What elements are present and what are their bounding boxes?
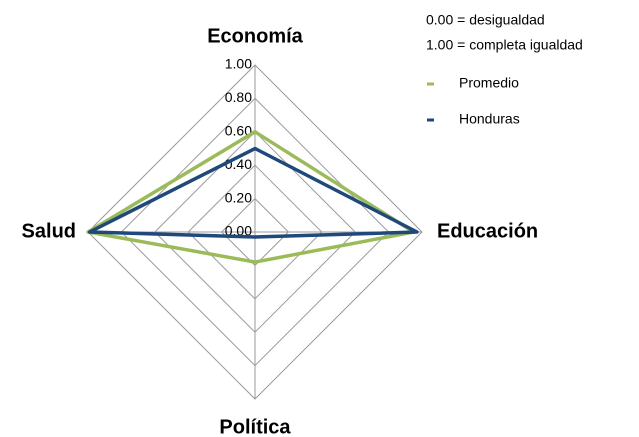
category-label: Educación: [437, 220, 538, 242]
y-tick-label: 0.60: [225, 123, 252, 139]
annotation: 1.00 = completa igualdad: [426, 37, 583, 53]
legend-label: Promedio: [459, 75, 519, 91]
category-label: Salud: [22, 220, 76, 242]
series-line: [87, 146, 419, 239]
category-label: Política: [219, 416, 291, 437]
category-label: Economía: [207, 25, 303, 47]
y-tick-label: 0.80: [225, 89, 252, 105]
y-tick-label: 0.20: [225, 189, 252, 205]
series-line: [86, 130, 416, 264]
annotation: 0.00 = desigualdad: [426, 12, 545, 28]
legend-label: Honduras: [459, 111, 520, 127]
y-tick-label: 1.00: [225, 56, 252, 72]
